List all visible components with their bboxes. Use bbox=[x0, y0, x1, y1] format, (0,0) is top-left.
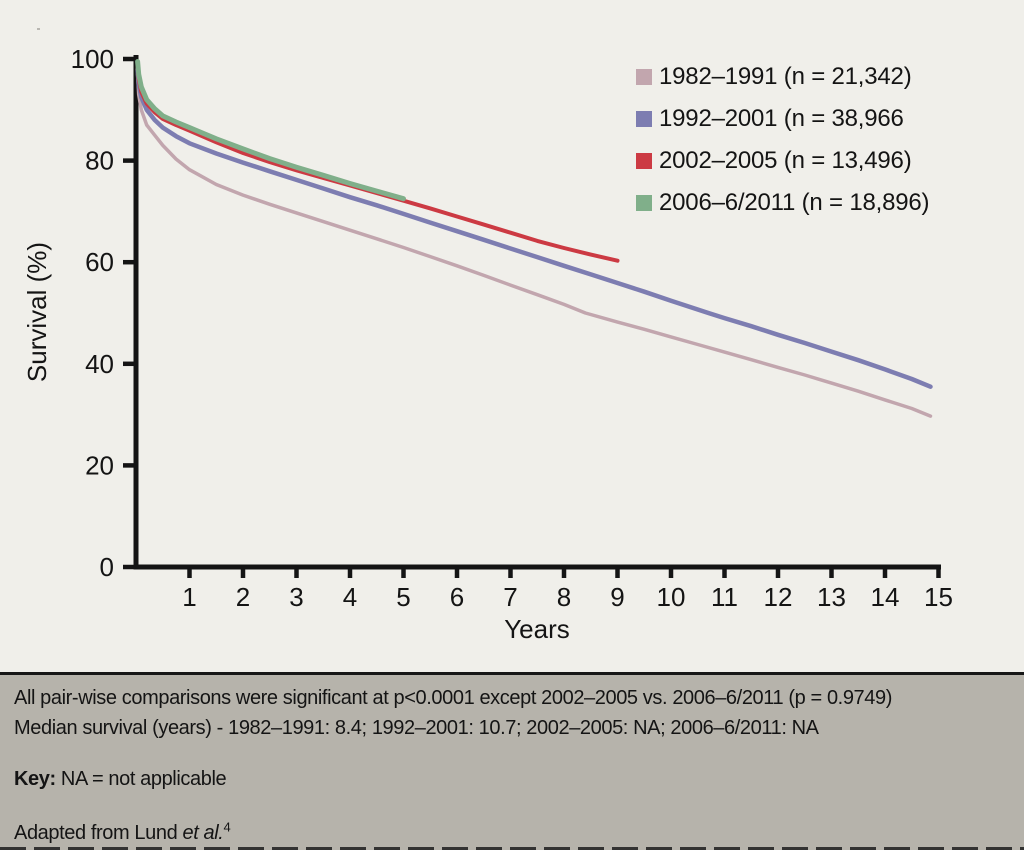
legend-swatch-icon bbox=[636, 69, 652, 85]
legend: 1982–1991 (n = 21,342) 1992–2001 (n = 38… bbox=[636, 56, 930, 224]
x-axis-tick-label: 9 bbox=[610, 582, 624, 612]
y-axis-tick-label: 80 bbox=[85, 146, 114, 176]
x-axis-tick-label: 5 bbox=[396, 582, 410, 612]
survival-chart-region: 0 20 40 60 80 100 1 2 3 4 5 6 7 8 9 10 11 12 13 14 15 Years … bbox=[22, 28, 953, 644]
source-superscript: 4 bbox=[223, 819, 231, 835]
x-axis-tick-label: 12 bbox=[764, 582, 793, 612]
x-axis-tick-label: 7 bbox=[503, 582, 517, 612]
x-axis-tick-label: 14 bbox=[871, 582, 900, 612]
legend-label: 1992–2001 (n = 38,966 bbox=[659, 105, 904, 132]
y-axis-tick-label: 100 bbox=[71, 44, 114, 74]
x-axis-tick-label: 10 bbox=[657, 582, 686, 612]
x-axis-title: Years bbox=[504, 614, 570, 644]
legend-item-2006-2011: 2006–6/2011 (n = 18,896) bbox=[636, 182, 930, 224]
x-axis-tick-label: 1 bbox=[182, 582, 196, 612]
footnote-significance: All pair-wise comparisons were significa… bbox=[14, 687, 892, 709]
legend-label: 2002–2005 (n = 13,496) bbox=[659, 147, 912, 174]
y-axis-tick-label: 20 bbox=[85, 450, 114, 480]
series-line-1 bbox=[135, 66, 933, 389]
x-axis-tick-label: 2 bbox=[236, 582, 250, 612]
legend-swatch-icon bbox=[636, 195, 652, 211]
image-bottom-edge bbox=[0, 847, 1024, 850]
x-axis-tick-label: 3 bbox=[289, 582, 303, 612]
y-axis-tick-label: 60 bbox=[85, 247, 114, 277]
footnote-source: Adapted from Lund et al.4 bbox=[14, 818, 1010, 848]
series-line-3 bbox=[135, 59, 406, 202]
y-axis-tick-label: 0 bbox=[100, 552, 114, 582]
x-axis-tick-label: 15 bbox=[924, 582, 953, 612]
legend-item-1992-2001: 1992–2001 (n = 38,966 bbox=[636, 98, 929, 140]
legend-swatch-icon bbox=[636, 111, 652, 127]
x-axis-tick-label: 6 bbox=[450, 582, 464, 612]
x-axis-tick-label: 8 bbox=[557, 582, 571, 612]
source-text: Adapted from Lund bbox=[14, 822, 183, 844]
x-axis-tick-label: 4 bbox=[343, 582, 357, 612]
legend-label: 2006–6/2011 (n = 18,896) bbox=[659, 189, 930, 216]
y-axis-tick-label: 40 bbox=[85, 349, 114, 379]
series-line-2 bbox=[135, 64, 620, 263]
legend-item-2002-2005: 2002–2005 (n = 13,496) bbox=[636, 140, 929, 182]
series-line-0 bbox=[135, 72, 933, 418]
footnote-panel: All pair-wise comparisons were significa… bbox=[0, 672, 1024, 850]
source-italic: et al. bbox=[182, 822, 224, 844]
legend-item-1982-1991: 1982–1991 (n = 21,342) bbox=[636, 56, 929, 98]
footnote-median-survival: Median survival (years) - 1982–1991: 8.4… bbox=[14, 717, 819, 739]
x-axis-tick-label: 11 bbox=[711, 582, 738, 612]
footnote-key: Key: NA = not applicable bbox=[14, 764, 1010, 794]
artifact-dot bbox=[37, 28, 40, 30]
legend-label: 1982–1991 (n = 21,342) bbox=[659, 63, 912, 90]
key-text: NA = not applicable bbox=[55, 768, 227, 790]
x-axis-tick-label: 13 bbox=[817, 582, 846, 612]
legend-swatch-icon bbox=[636, 153, 652, 169]
key-label: Key: bbox=[14, 768, 56, 790]
y-axis-title: Survival (%) bbox=[22, 242, 52, 382]
